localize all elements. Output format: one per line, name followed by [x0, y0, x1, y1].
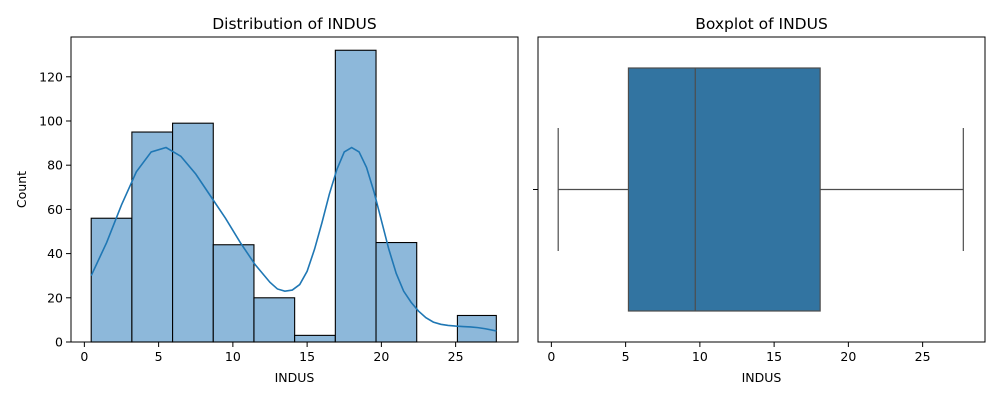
boxplot-x-tick-label: 15 [766, 349, 782, 364]
histogram-y-tick-label: 60 [47, 202, 63, 217]
boxplot-x-ticks: 0 5 10 15 20 25 [547, 342, 931, 364]
boxplot-x-tick-label: 0 [547, 349, 555, 364]
histogram-y-tick-label: 20 [47, 290, 63, 305]
histogram-bar [212, 244, 255, 343]
boxplot-elements [557, 67, 964, 312]
histogram-y-axis-label: Count [14, 171, 29, 208]
histogram-y-tick-label: 40 [47, 246, 63, 261]
histogram-x-tick-label: 10 [225, 349, 241, 364]
histogram-bar [334, 49, 377, 343]
histogram-x-tick-label: 20 [373, 349, 389, 364]
boxplot-x-tick-label: 5 [622, 349, 630, 364]
boxplot-title: Boxplot of INDUS [695, 15, 828, 33]
boxplot-x-tick-label: 25 [915, 349, 931, 364]
histogram-panel: Distribution of INDUS 0 5 10 15 20 25 0 20 40 60… [14, 15, 519, 385]
histogram-y-tick-label: 80 [47, 158, 63, 173]
histogram-bars [90, 49, 497, 343]
boxplot-x-tick-label: 10 [692, 349, 708, 364]
histogram-x-tick-label: 15 [299, 349, 315, 364]
boxplot-x-axis-label: INDUS [742, 370, 782, 385]
histogram-y-ticks: 0 20 40 60 80 100 120 [39, 69, 71, 350]
histogram-y-tick-label: 0 [55, 335, 63, 350]
histogram-bar [131, 131, 174, 343]
histogram-y-tick-label: 120 [39, 69, 63, 84]
histogram-x-tick-label: 0 [80, 349, 88, 364]
histogram-bar [294, 334, 336, 343]
histogram-frame [70, 36, 519, 343]
histogram-x-ticks: 0 5 10 15 20 25 [80, 342, 464, 364]
histogram-bar [456, 314, 497, 343]
histogram-y-tick-label: 100 [39, 113, 63, 128]
histogram-bar [253, 297, 296, 343]
histogram-bar [172, 122, 214, 343]
iqr-box [627, 67, 821, 312]
boxplot-panel: Boxplot of INDUS 0 5 10 15 20 25 INDUS [533, 15, 986, 385]
histogram-x-axis-label: INDUS [275, 370, 315, 385]
histogram-x-tick-label: 25 [448, 349, 464, 364]
kde-line [90, 146, 497, 332]
boxplot-x-tick-label: 20 [840, 349, 856, 364]
histogram-bar [90, 217, 133, 343]
histogram-title: Distribution of INDUS [212, 15, 377, 33]
histogram-x-tick-label: 5 [155, 349, 163, 364]
histogram-bar [375, 241, 418, 343]
